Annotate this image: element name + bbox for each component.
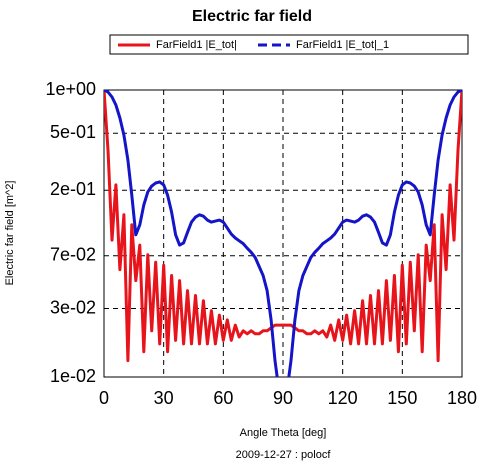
x-tick-label: 0 <box>99 388 109 408</box>
y-tick-label: 5e-01 <box>50 122 96 142</box>
line-series <box>104 90 462 377</box>
legend-label: FarField1 |E_tot|_1 <box>296 39 389 51</box>
x-tick-label: 30 <box>154 388 174 408</box>
footer: 2009-12-27 : polocf <box>236 449 332 461</box>
y-tick-label: 1e+00 <box>45 79 96 99</box>
line-series <box>104 90 462 363</box>
x-tick-label: 180 <box>447 388 477 408</box>
y-tick-label: 2e-01 <box>50 179 96 199</box>
y-tick-label: 7e-02 <box>50 244 96 264</box>
y-axis-label: Electric far field [m^2] <box>4 181 16 286</box>
x-tick-label: 150 <box>387 388 417 408</box>
chart-title: Electric far field <box>192 8 312 25</box>
y-tick-label: 3e-02 <box>50 297 96 317</box>
x-tick-label: 120 <box>328 388 358 408</box>
legend-label: FarField1 |E_tot| <box>156 39 237 51</box>
plot-lines <box>104 90 462 377</box>
x-tick-label: 90 <box>273 388 293 408</box>
x-tick-label: 60 <box>213 388 233 408</box>
y-tick-label: 1e-02 <box>50 366 96 386</box>
x-axis-label: Angle Theta [deg] <box>240 427 327 439</box>
